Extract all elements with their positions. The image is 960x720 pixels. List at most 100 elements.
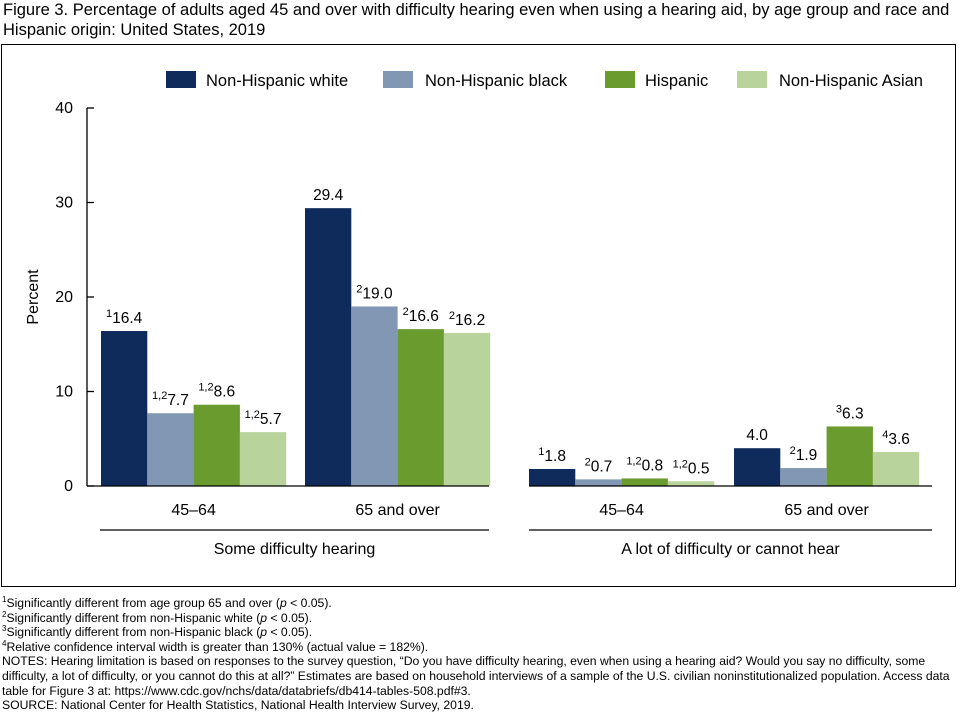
bar [305,208,352,487]
bar [239,432,287,486]
y-tick-label: 0 [64,478,73,495]
bar-value-label: 216.6 [403,306,439,325]
chart-frame [1,44,956,587]
bar-value-superscript: 2 [403,306,409,318]
y-axis-title: Percent [25,269,42,325]
bar [872,451,920,486]
group-label: Some difficulty hearing [214,541,376,558]
bar-value-superscript: 1,2 [198,382,213,394]
y-tick-label: 30 [55,195,73,212]
y-tick-label: 40 [55,100,73,117]
bar-value-label: 4.0 [746,427,768,444]
bar-value-superscript: 1,2 [626,455,641,467]
bar-value-superscript: 2 [356,283,362,295]
bar-value-superscript: 4 [882,429,888,441]
bar-value-text: 0.5 [688,460,710,477]
bar [621,478,668,486]
bar-value-text: 8.6 [214,384,236,401]
footnote-4-marker: 4 [2,638,7,648]
bar-value-label: 21.9 [790,445,818,464]
figure-title: Figure 3. Percentage of adults aged 45 a… [3,1,950,39]
bar-value-label: 43.6 [882,429,910,448]
y-tick-label: 20 [55,289,73,306]
bar-value-superscript: 3 [836,403,842,415]
legend-label: Hispanic [645,72,708,90]
bar-value-superscript: 1,2 [245,409,260,421]
bar [193,404,240,486]
bar [826,426,873,486]
footnote-3-p: p [260,625,268,640]
footnote-1-tail: < 0.05). [286,596,332,610]
bar-value-text: 6.3 [842,405,864,422]
bar-value-superscript: 2 [585,456,591,468]
bar-value-text: 7.7 [167,392,189,409]
source-text: SOURCE: National Center for Health Stati… [2,698,474,713]
bar-value-text: 0.7 [591,458,613,475]
footnotes-section: 1Significantly different from age group … [2,594,952,713]
bar-value-label: 216.2 [449,310,485,329]
bar-value-text: 16.2 [455,312,485,329]
bar-value-text: 1.8 [544,448,566,465]
footnote-2-p: p [260,610,268,625]
bar [734,448,781,486]
bar-value-label: 1,25.7 [245,409,282,428]
bar-value-label: 11.8 [538,446,566,465]
footnote-1-p: p [279,596,287,610]
bar-value-text: 1.9 [796,447,818,464]
legend-label: Non-Hispanic white [206,72,348,90]
bar-value-text: 5.7 [260,411,282,428]
bar [667,481,715,486]
y-tick-label: 10 [55,384,73,401]
bar-value-text: 3.6 [888,431,910,448]
legend-swatch [605,71,635,88]
legend-label: Non-Hispanic black [425,72,568,90]
legend-swatch [383,71,413,88]
bar-value-label: 219.0 [356,283,393,302]
bar-value-superscript: 1,2 [152,390,167,402]
footnote-2-tail: < 0.05). [267,610,313,625]
bar-value-label: 1,28.6 [198,382,235,401]
bar-value-superscript: 1 [538,446,544,458]
group-label: A lot of difficulty or cannot hear [621,541,840,558]
x-category-label: 65 and over [355,502,440,519]
bar-value-superscript: 1,2 [673,458,688,470]
footnote-1-marker: 1 [2,594,7,604]
bar [443,332,491,486]
bar-value-text: 19.0 [362,285,393,302]
bar-value-label: 36.3 [836,403,864,422]
bar [101,331,148,486]
bar-value-text: 16.4 [112,310,143,327]
footnote-4-text: Relative confidence interval width is gr… [6,639,429,654]
legend-swatch [737,71,767,88]
bar-value-text: 16.6 [409,308,439,325]
footnote-3: 3Significantly different from non-Hispan… [2,625,952,640]
footnote-3-tail: < 0.05). [267,625,313,640]
footnote-1: 1Significantly different from age group … [2,594,952,611]
notes-text: NOTES: Hearing limitation is based on re… [2,654,950,698]
footnote-2-text: Significantly different from non-Hispani… [6,610,261,625]
legend-label: Non-Hispanic Asian [779,72,923,90]
bar [397,329,444,486]
bar-value-label: 1,20.5 [673,458,710,477]
bar [780,468,827,486]
bar-value-label: 29.4 [313,187,344,204]
footnote-3-marker: 3 [2,624,7,634]
footnote-2-marker: 2 [2,609,7,619]
bar-value-label: 116.4 [106,308,143,327]
footnote-4: 4Relative confidence interval width is g… [2,638,952,655]
bar [147,413,194,486]
bar [351,306,398,486]
bar-value-superscript: 2 [449,310,455,322]
legend-swatch [166,71,196,88]
bar [529,468,576,486]
footnote-1-text: Significantly different from age group 6… [6,596,280,610]
bar-value-superscript: 2 [790,445,796,457]
footnote-2: 2Significantly different from non-Hispan… [2,609,952,626]
bar-value-label: 20.7 [585,456,613,475]
bar-value-text: 0.8 [642,457,664,474]
footnote-3-text: Significantly different from non-Hispani… [6,625,261,640]
bar-value-label: 1,27.7 [152,390,189,409]
x-category-label: 45–64 [599,502,644,519]
bar-value-label: 1,20.8 [626,455,663,474]
bar [575,479,622,486]
